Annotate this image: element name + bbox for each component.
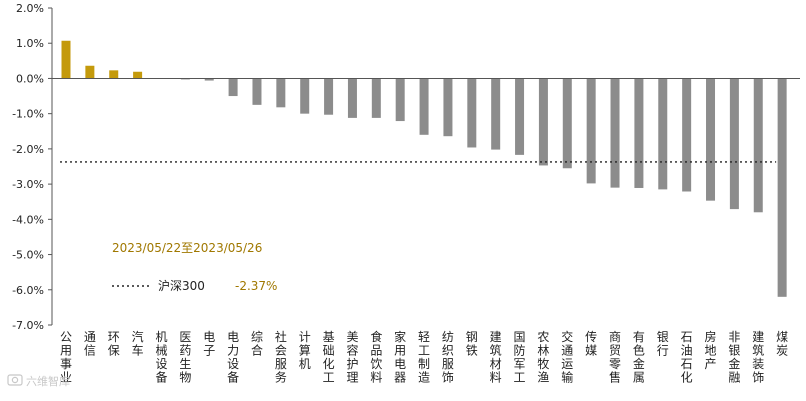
category-label: 煤炭 bbox=[776, 330, 788, 358]
bar bbox=[753, 78, 763, 213]
category-label: 传媒 bbox=[585, 329, 597, 358]
category-label: 公用事业 bbox=[60, 330, 72, 385]
category-labels: 公用事业通信环保汽车机械设备医药生物电子电力设备综合社会服务计算机基础化工美容护… bbox=[60, 329, 788, 385]
bar bbox=[133, 71, 143, 79]
bar bbox=[85, 65, 95, 79]
y-axis: 2.0% 1.0% 0.0% -1.0% -2.0% -3.0% -4.0% -5.0% -6.… bbox=[12, 2, 53, 332]
category-label: 纺织服饰 bbox=[442, 330, 454, 385]
y-tick-label: -3.0% bbox=[12, 178, 44, 191]
category-label: 电子 bbox=[203, 330, 215, 358]
y-tick-label: -7.0% bbox=[12, 319, 44, 332]
bar bbox=[538, 78, 548, 166]
y-tick-label: -2.0% bbox=[12, 143, 44, 156]
bar bbox=[252, 78, 262, 105]
watermark: 六维智库 bbox=[7, 374, 70, 388]
category-label: 轻工制造 bbox=[418, 330, 430, 385]
category-label: 电力设备 bbox=[227, 330, 239, 385]
category-label: 家用电器 bbox=[394, 329, 406, 385]
bar bbox=[515, 78, 525, 155]
bar bbox=[61, 40, 71, 79]
bar bbox=[467, 78, 477, 148]
category-label: 农林牧渔 bbox=[537, 330, 549, 385]
bar bbox=[228, 78, 238, 97]
bar bbox=[729, 78, 739, 210]
y-tick-label: -5.0% bbox=[12, 249, 44, 262]
bar bbox=[443, 78, 453, 137]
y-tick-label: 0.0% bbox=[16, 72, 44, 85]
legend: 沪深300 -2.37% bbox=[112, 279, 277, 293]
category-label: 石油石化 bbox=[681, 330, 693, 385]
date-range-annotation: 2023/05/22至2023/05/26 bbox=[112, 241, 262, 255]
camera-icon bbox=[7, 374, 23, 386]
category-label: 环保 bbox=[108, 330, 120, 358]
bar bbox=[347, 78, 357, 118]
y-tick-label: -6.0% bbox=[12, 284, 44, 297]
bar bbox=[682, 78, 692, 192]
bar bbox=[586, 78, 596, 184]
bar bbox=[610, 78, 620, 188]
legend-label: 沪深300 bbox=[158, 279, 205, 293]
category-label: 综合 bbox=[251, 330, 263, 358]
category-label: 交通运输 bbox=[561, 329, 573, 385]
bar bbox=[658, 78, 668, 190]
bar bbox=[204, 78, 214, 81]
bar bbox=[324, 78, 334, 115]
category-label: 房地产 bbox=[705, 329, 717, 371]
bar bbox=[777, 78, 787, 297]
bar bbox=[562, 78, 572, 169]
y-tick-label: -1.0% bbox=[12, 108, 44, 121]
bar bbox=[395, 78, 405, 122]
category-label: 商贸零售 bbox=[609, 329, 621, 385]
bar bbox=[706, 78, 716, 201]
category-label: 计算机 bbox=[299, 330, 311, 371]
watermark-text: 六维智库 bbox=[26, 374, 70, 388]
category-label: 医药生物 bbox=[179, 330, 191, 385]
category-label: 食品饮料 bbox=[370, 329, 382, 385]
category-label: 银行 bbox=[657, 330, 669, 358]
category-label: 钢铁 bbox=[466, 330, 478, 358]
category-label: 机械设备 bbox=[155, 330, 167, 385]
category-label: 有色金属 bbox=[633, 330, 645, 385]
y-tick-label: 1.0% bbox=[16, 37, 44, 50]
y-tick-label: -4.0% bbox=[12, 213, 44, 226]
category-label: 基础化工 bbox=[323, 330, 335, 385]
category-label: 非银金融 bbox=[728, 330, 740, 385]
bar bbox=[371, 78, 381, 118]
category-label: 美容护理 bbox=[346, 330, 358, 385]
bar bbox=[276, 78, 286, 108]
category-label: 汽车 bbox=[132, 329, 144, 358]
bar bbox=[300, 78, 310, 114]
bar bbox=[634, 78, 644, 188]
bar bbox=[109, 70, 119, 79]
bar bbox=[419, 78, 429, 135]
category-label: 通信 bbox=[84, 330, 96, 358]
category-label: 建筑装饰 bbox=[752, 330, 764, 385]
legend-value: -2.37% bbox=[235, 279, 277, 293]
category-label: 社会服务 bbox=[275, 329, 287, 385]
category-label: 国防军工 bbox=[514, 330, 526, 385]
y-tick-label: 2.0% bbox=[16, 2, 44, 15]
bars bbox=[61, 40, 787, 297]
category-label: 建筑材料 bbox=[490, 330, 502, 385]
bar bbox=[491, 78, 501, 150]
